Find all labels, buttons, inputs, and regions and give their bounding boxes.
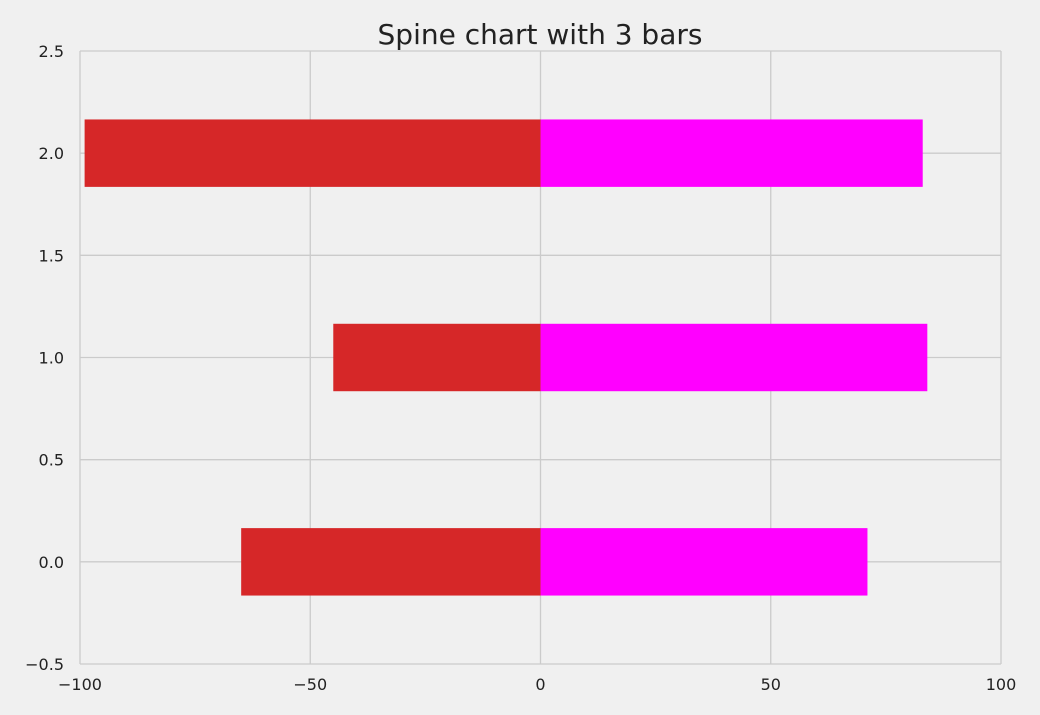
y-tick-label: 0.5 (39, 451, 64, 470)
negative-bar (241, 528, 541, 596)
bar-layer (84, 119, 928, 596)
x-tick-label: 0 (535, 675, 545, 694)
x-tick-label: −50 (293, 675, 327, 694)
x-tick-label: −100 (58, 675, 102, 694)
negative-bar (84, 119, 541, 187)
y-tick-label: 0.0 (39, 553, 64, 572)
positive-bar (540, 323, 928, 392)
chart-title: Spine chart with 3 bars (378, 18, 703, 51)
negative-bar (333, 323, 541, 392)
y-tick-label: −0.5 (25, 655, 64, 674)
tick-label-layer: −100 −50 0 50 100 −0.5 0.0 0.5 1.0 1.5 2.0 2.5 (25, 42, 1016, 694)
positive-bar (540, 119, 923, 187)
y-tick-label: 2.5 (39, 42, 64, 61)
x-tick-label: 50 (761, 675, 781, 694)
x-tick-label: 100 (986, 675, 1017, 694)
y-tick-label: 1.5 (39, 246, 64, 265)
y-tick-label: 2.0 (39, 144, 64, 163)
y-tick-label: 1.0 (39, 349, 64, 368)
positive-bar (540, 528, 868, 596)
